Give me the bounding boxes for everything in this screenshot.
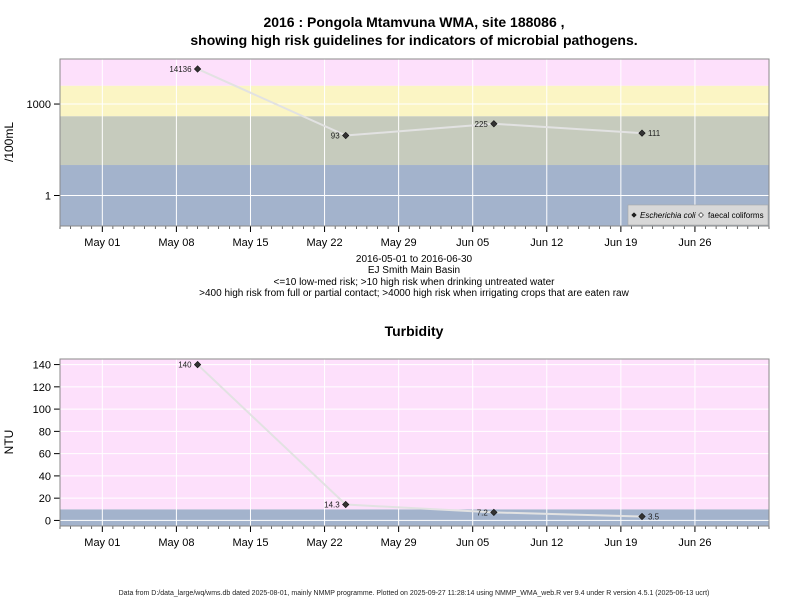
- chart2-y-tick-label: 140: [33, 360, 51, 372]
- chart1-risk-band-1: [60, 116, 769, 166]
- chart1-x-tick-label: Jun 12: [530, 237, 563, 249]
- chart1-data-point: [342, 131, 350, 140]
- chart2-series-line: [196, 363, 643, 518]
- chart2-y-tick-label: 20: [39, 493, 51, 505]
- chart2-data-label: 7.2: [477, 508, 489, 517]
- chart2-y-tick-label: 100: [33, 404, 51, 416]
- chart2-x-tick-label: Jun 19: [604, 537, 637, 549]
- chart1-legend-box: [627, 204, 769, 226]
- chart2-risk-band-0: [60, 509, 769, 526]
- chart1-data-point: [490, 120, 498, 128]
- footer-note: Data from D:/data_large/wq/wms.db dated …: [119, 590, 710, 597]
- chart1-risk-band-3: [60, 59, 769, 86]
- chart2-plot-frame: [59, 358, 770, 527]
- chart1-x-tick-label: May 08: [158, 237, 194, 249]
- chart2-y-tick-label: 120: [33, 382, 51, 394]
- turbidity-chart: Turbidity NTU May 01 May 08 May 15 May 22 Ma…: [2, 323, 770, 549]
- chart2-data-point: [638, 512, 646, 521]
- chart1-plot-frame: [59, 58, 770, 227]
- chart1-series-line: [197, 68, 643, 137]
- chart1-data-label: 14136: [169, 65, 192, 74]
- chart2-x-tick-label: Jun 26: [678, 537, 711, 549]
- chart1-x-tick-label: May 29: [381, 237, 417, 249]
- chart1-x-tick-label: May 15: [232, 237, 268, 249]
- chart1-data-point: [638, 129, 646, 137]
- chart1-data-label: 111: [648, 129, 661, 138]
- chart2-x-tick-label: May 22: [307, 537, 343, 549]
- chart2-x-tick-label: May 08: [158, 537, 194, 549]
- chart2-x-tick-label: May 15: [232, 537, 268, 549]
- chart1-ylabel: /100mL: [2, 122, 16, 162]
- chart2-x-tick-label: Jun 05: [456, 537, 489, 549]
- chart1-caption-contact-guideline: >400 high risk from full or partial cont…: [199, 288, 629, 299]
- chart2-y-tick-label: 40: [39, 471, 51, 483]
- legend-marker-faecal-coliforms: [698, 212, 704, 218]
- legend-label-ecoli: Escherichia coli: [640, 211, 696, 220]
- chart1-title-line2: showing high risk guidelines for indicat…: [190, 32, 637, 48]
- chart1-caption-date-range: 2016-05-01 to 2016-06-30: [356, 254, 473, 265]
- chart2-y-tick-label: 80: [39, 426, 51, 438]
- legend-label-faecal-coliforms: faecal coliforms: [708, 211, 764, 220]
- chart1-caption-drinking-guideline: <=10 low-med risk; >10 high risk when dr…: [274, 277, 556, 288]
- chart1-caption-site-name: EJ Smith Main Basin: [368, 265, 460, 276]
- chart1-x-tick-label: May 22: [307, 237, 343, 249]
- chart2-y-tick-label: 0: [45, 515, 51, 527]
- chart2-data-point: [193, 360, 202, 369]
- chart1-x-tick-label: Jun 05: [456, 237, 489, 249]
- chart1-title-line1: 2016 : Pongola Mtamvuna WMA, site 188086…: [263, 14, 564, 30]
- chart2-risk-band-1: [60, 359, 769, 510]
- chart2-x-tick-label: Jun 12: [530, 537, 563, 549]
- chart2-data-point: [342, 500, 350, 509]
- chart2-data-label: 3.5: [648, 513, 660, 522]
- chart2-ylabel: NTU: [2, 430, 16, 455]
- chart2-x-tick-label: May 01: [84, 537, 120, 549]
- chart2-data-point: [490, 508, 498, 517]
- chart1-data-label: 225: [475, 120, 489, 129]
- chart1-x-tick-label: May 01: [84, 237, 120, 249]
- legend-marker-ecoli: [631, 212, 637, 218]
- chart1-data-label: 93: [331, 131, 340, 140]
- chart1-x-tick-label: Jun 19: [604, 237, 637, 249]
- chart1-y-tick-label: 1000: [27, 99, 51, 111]
- chart2-data-label: 14.3: [324, 501, 340, 510]
- chart1-data-point: [193, 65, 202, 73]
- microbial-chart: 2016 : Pongola Mtamvuna WMA, site 188086…: [2, 14, 770, 299]
- chart1-x-tick-label: Jun 26: [678, 237, 711, 249]
- chart1-y-tick-label: 1: [45, 191, 51, 203]
- chart2-x-tick-label: May 29: [381, 537, 417, 549]
- chart2-data-label: 140: [178, 361, 192, 370]
- chart2-y-tick-label: 60: [39, 449, 51, 461]
- chart1-risk-band-2: [60, 85, 769, 117]
- chart2-title: Turbidity: [385, 323, 444, 339]
